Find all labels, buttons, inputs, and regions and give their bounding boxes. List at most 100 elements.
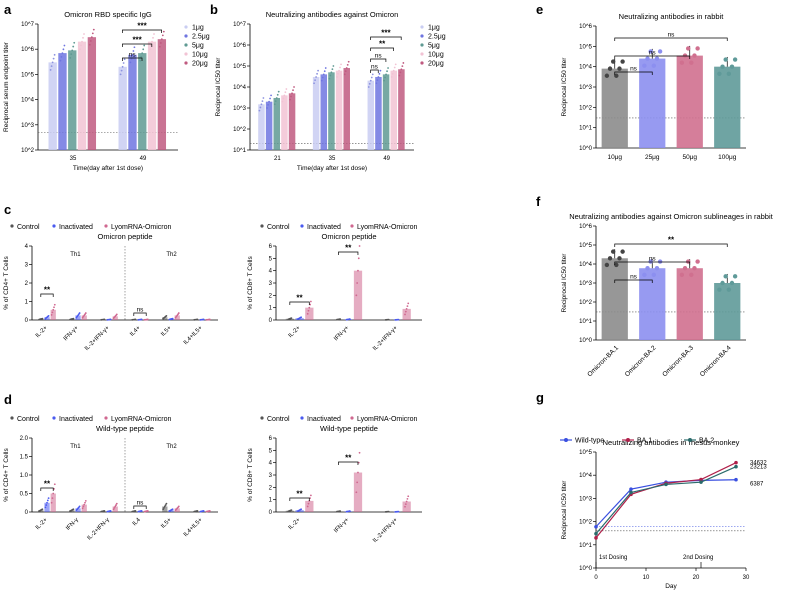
y-tick-label: 4 [269,461,273,467]
significance-label: ** [44,286,51,295]
x-tick-label: IL-2+IFN-γ [87,517,111,541]
legend-marker-4 [184,61,188,65]
y-tick-label: 10^0 [579,566,592,572]
legend-label: 1μg [192,25,204,32]
significance-label: ns [371,64,379,71]
data-point [729,280,735,286]
significance-bracket [289,301,310,305]
legend-label: 10μg [192,52,208,59]
y-tick-label: 6 [269,436,273,442]
series-point-2 [594,531,598,536]
chart-title: Neutralizing antibodies against Omicron [266,10,399,19]
bar-3 [714,283,741,340]
data-point [51,497,54,500]
significance-label: ns [649,256,657,263]
legend-label: 20μg [192,61,208,68]
legend-label: 2.5μg [428,34,446,41]
data-point [52,57,55,60]
x-tick-label: IL-2+IFN-γ+ [84,325,111,352]
data-point [313,82,315,85]
significance-label: *** [137,22,147,31]
bar-3 [714,66,741,148]
data-point [368,82,371,85]
x-tick-label: 35 [329,156,336,162]
data-point [404,505,406,508]
significance-bracket [122,57,143,61]
y-tick-label: 10^5 [579,243,592,249]
y-tick-label: 4 [25,244,29,250]
y-tick-label: 10^4 [579,262,592,268]
data-point [78,505,81,508]
y-tick-label: 10^5 [21,72,34,78]
bar-LyomRNA-Omicron-0 [305,500,314,512]
data-point [162,30,165,33]
series-point-1 [734,460,738,465]
data-point [84,312,87,314]
data-point [292,89,294,92]
data-point [53,483,56,486]
bar-5μg-35 [68,50,77,150]
y-tick-label: 10^4 [233,85,246,91]
data-point [336,76,338,78]
data-point [114,505,117,508]
legend-label: 5μg [428,43,440,50]
significance-bracket [370,58,387,62]
panel-e: 10^0 10^1 10^2 10^3 10^4 10^5 10^6 Neutralizing… [561,12,746,161]
data-point [60,55,63,58]
data-point [689,60,694,65]
series-point-0 [594,524,598,529]
data-point [402,62,405,64]
bar-5μg-21 [273,97,281,150]
panel-d-left: 0 0.5 1.0 1.5 2.0 Wild-type peptide % of CD4+ … [3,416,218,542]
data-point [129,61,132,64]
data-point [112,508,115,511]
data-point [689,272,694,278]
data-point [685,46,691,51]
bar-LyomRNA-Omicron-0 [50,493,56,512]
data-point [262,97,265,99]
data-point [41,317,44,320]
y-axis-label: Reciprocal IC50 titer [561,253,568,313]
y-tick-label: 0 [269,510,273,516]
y-tick-label: 10^6 [579,224,592,230]
significance-bracket [40,487,54,491]
data-point [384,76,386,79]
data-point [692,266,697,271]
y-axis-label: % of CD4+ T Cells [3,256,10,310]
panel-d-right: 0 1 2 3 4 5 6 Wild-type peptide % of CD8+ T Cell… [247,416,422,544]
data-point [717,71,722,76]
data-point [651,272,657,278]
significance-label: ** [345,454,352,463]
bar-Control-4 [162,506,168,512]
data-point [390,76,393,78]
legend-marker-0 [420,25,424,29]
data-point [324,67,327,69]
legend-label: BA.1 [637,438,652,445]
data-point [92,28,95,31]
y-tick-label: 0 [25,318,29,324]
bar-LyomRNA-Omicron-2 [402,308,411,320]
y-tick-label: 10^3 [21,123,34,129]
data-point [685,259,691,264]
panel-label-b: b [210,2,218,17]
y-tick-label: 10^5 [579,450,592,456]
data-point [404,313,406,316]
series-line-2 [595,466,737,535]
panel-label-f: f [536,194,541,209]
x-tick-label: 25μg [645,154,660,161]
x-tick-label: IFN-γ+ [333,325,350,342]
y-tick-label: 10^2 [233,127,246,133]
panel-label-c: c [4,202,11,217]
data-point [52,308,55,311]
data-point [345,67,348,69]
y-tick-label: 5 [269,256,273,262]
data-point [393,66,396,69]
x-tick-label: IFN-γ+ [63,325,80,342]
data-point [407,302,410,305]
data-point [132,50,135,52]
data-point [355,491,358,494]
data-point [614,73,619,78]
data-point [103,318,106,321]
dosing-label: 1st Dosing [599,555,627,561]
data-point [50,65,53,68]
